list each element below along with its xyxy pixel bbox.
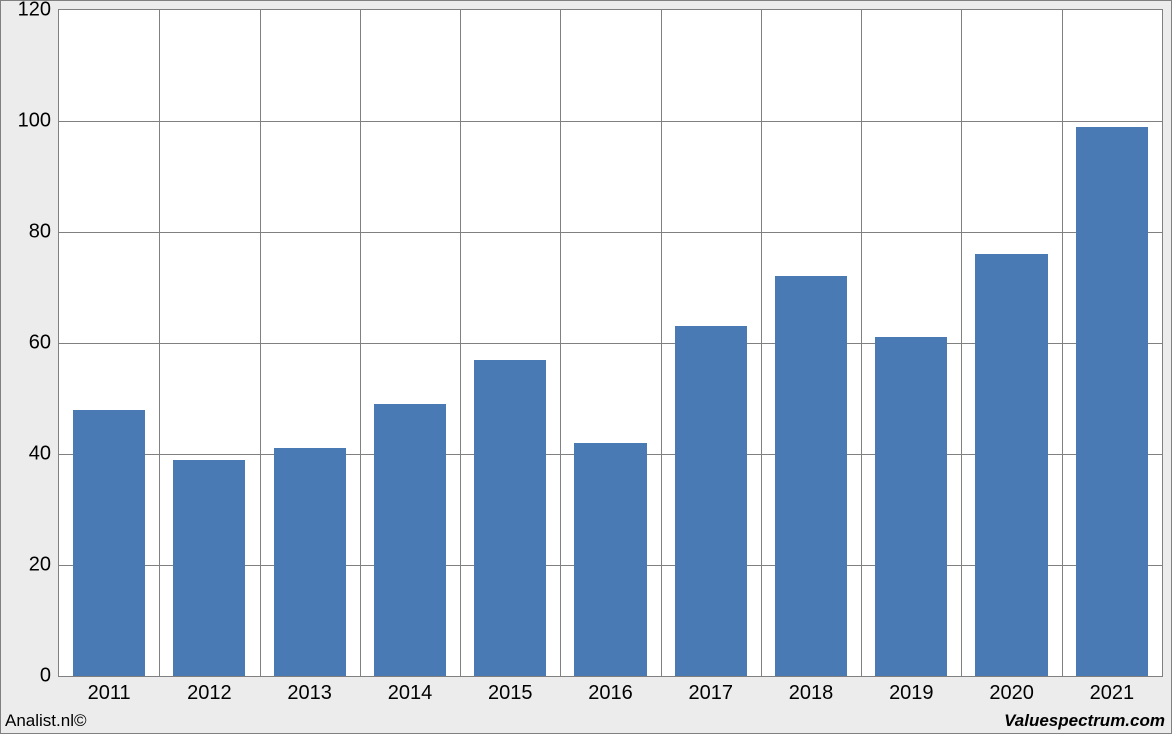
x-tick-label: 2012 <box>187 676 232 705</box>
gridline-horizontal <box>59 232 1162 233</box>
x-tick-label: 2018 <box>789 676 834 705</box>
bar <box>1076 127 1148 676</box>
x-tick-label: 2020 <box>989 676 1034 705</box>
gridline-vertical <box>260 10 261 676</box>
y-tick-label: 100 <box>18 110 59 133</box>
bar <box>374 404 446 676</box>
x-tick-label: 2016 <box>588 676 633 705</box>
y-tick-label: 120 <box>18 0 59 22</box>
plot-area: 0204060801001202011201220132014201520162… <box>58 9 1163 677</box>
bar <box>474 360 546 676</box>
bar <box>875 337 947 676</box>
x-tick-label: 2021 <box>1090 676 1135 705</box>
gridline-vertical <box>961 10 962 676</box>
bar <box>675 326 747 676</box>
gridline-horizontal <box>59 121 1162 122</box>
plot-inner: 0204060801001202011201220132014201520162… <box>59 10 1162 676</box>
x-tick-label: 2019 <box>889 676 934 705</box>
bar <box>775 276 847 676</box>
gridline-vertical <box>460 10 461 676</box>
bar <box>574 443 646 676</box>
gridline-vertical <box>360 10 361 676</box>
bar <box>975 254 1047 676</box>
y-tick-label: 0 <box>40 665 59 688</box>
y-tick-label: 60 <box>29 332 59 355</box>
footer-left-attribution: Analist.nl© <box>5 711 87 731</box>
x-tick-label: 2013 <box>287 676 332 705</box>
footer-right-attribution: Valuespectrum.com <box>1004 711 1165 731</box>
x-tick-label: 2014 <box>388 676 433 705</box>
bar <box>274 448 346 676</box>
gridline-vertical <box>861 10 862 676</box>
bar <box>73 410 145 676</box>
gridline-vertical <box>761 10 762 676</box>
gridline-vertical <box>661 10 662 676</box>
y-tick-label: 40 <box>29 443 59 466</box>
x-tick-label: 2017 <box>689 676 734 705</box>
gridline-vertical <box>159 10 160 676</box>
x-tick-label: 2011 <box>88 676 131 705</box>
chart-container: 0 20 40 60 80 100 120 2011 2012 2013 2014 2015 2016 2… <box>0 0 1172 734</box>
bar <box>173 460 245 676</box>
y-tick-label: 80 <box>29 221 59 244</box>
gridline-vertical <box>560 10 561 676</box>
gridline-vertical <box>1062 10 1063 676</box>
x-tick-label: 2015 <box>488 676 533 705</box>
y-tick-label: 20 <box>29 554 59 577</box>
